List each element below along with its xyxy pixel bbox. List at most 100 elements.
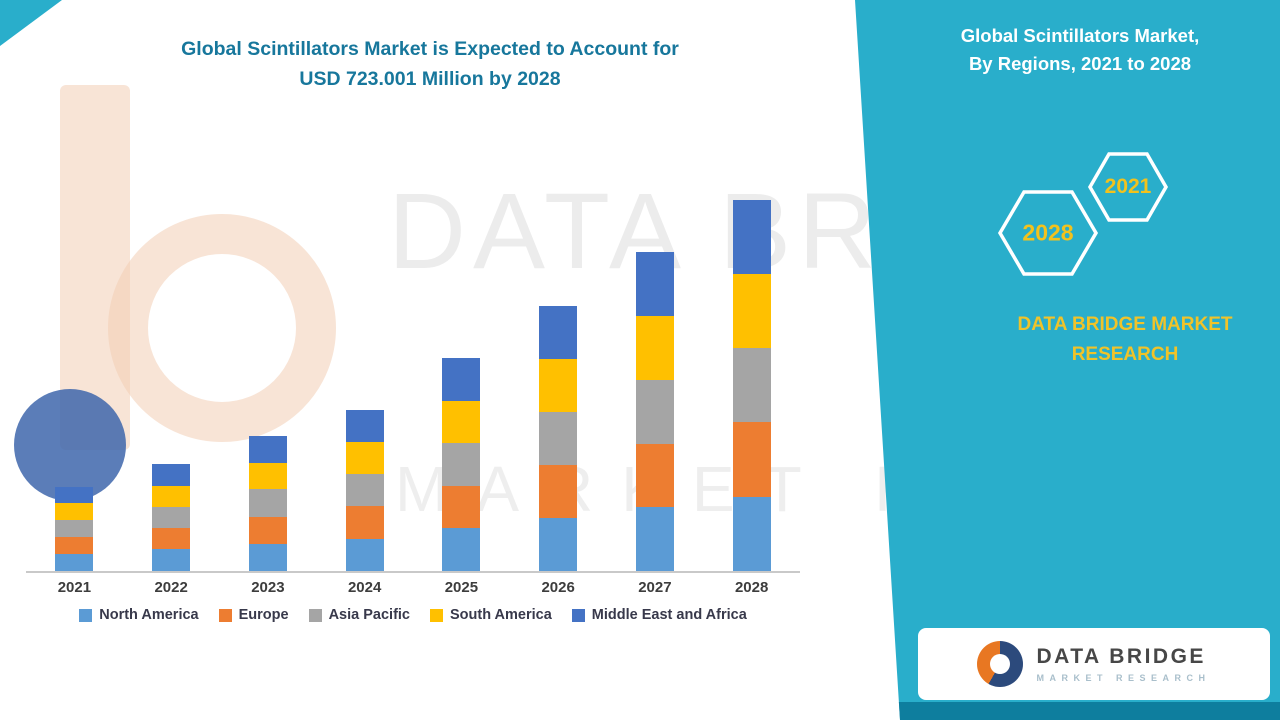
- bar-slot-2028: [703, 199, 800, 571]
- bar-segment: [248, 462, 287, 490]
- bar-segment: [732, 273, 771, 348]
- bar-slot-2026: [510, 305, 607, 571]
- bar-segment: [635, 507, 674, 571]
- bar-segment: [345, 538, 384, 571]
- badge-year-2028: 2028: [1022, 219, 1074, 246]
- page-title-line1: Global Scintillators Market is Expected …: [181, 38, 679, 60]
- bar-segment: [635, 443, 674, 508]
- bar-segment: [539, 518, 578, 571]
- bar-segment: [55, 537, 94, 555]
- bar-segment: [152, 549, 191, 571]
- bar-slot-2021: [26, 487, 123, 571]
- bar-segment: [442, 528, 481, 571]
- legend-swatch: [218, 608, 232, 622]
- bar-2021: [55, 487, 94, 571]
- brand-text-line2: RESEARCH: [1071, 344, 1179, 366]
- bar-segment: [55, 554, 94, 571]
- bar-segment: [152, 527, 191, 550]
- bar-segment: [55, 487, 94, 504]
- legend-label: Europe: [238, 607, 289, 623]
- bar-segment: [55, 503, 94, 521]
- legend-item-asia-pacific: Asia Pacific: [308, 607, 410, 623]
- legend-item-middle-east-and-africa: Middle East and Africa: [571, 607, 747, 623]
- hexagon-2021-outline: [1087, 152, 1169, 222]
- bar-slot-2027: [607, 252, 704, 571]
- corner-accent-triangle: [0, 0, 62, 46]
- bar-segment: [442, 358, 481, 401]
- bar-segment: [635, 252, 674, 317]
- bar-segment: [539, 465, 578, 519]
- bar-segment: [248, 516, 287, 544]
- legend-swatch: [430, 608, 443, 622]
- bar-segment: [248, 489, 287, 517]
- chart-legend: North America Europe Asia Pacific South Ame…: [26, 607, 800, 623]
- bar-segment: [442, 443, 481, 486]
- bar-segment: [539, 411, 578, 466]
- legend-label: Middle East and Africa: [591, 607, 747, 623]
- badge-year-2021: 2021: [1104, 175, 1152, 198]
- bar-segment: [732, 199, 771, 274]
- bar-segment: [635, 316, 674, 380]
- bar-segment: [248, 543, 287, 571]
- logo-hole: [990, 654, 1011, 674]
- bar-segment: [345, 473, 384, 507]
- page-title-line2: USD 723.001 Million by 2028: [299, 68, 561, 91]
- bar-2027: [635, 252, 674, 571]
- bar-segment: [539, 358, 578, 412]
- legend-item-europe: Europe: [218, 607, 289, 623]
- legend-swatch: [571, 608, 585, 622]
- stacked-bar-chart: 2021 2022 2023 2024 2025 2026 2027 2028 North A…: [26, 193, 800, 623]
- bar-segment: [732, 347, 771, 422]
- legend-swatch: [79, 608, 93, 622]
- bar-2022: [152, 464, 191, 571]
- side-panel: Global Scintillators Market, By Regions,…: [855, 0, 1280, 720]
- logo-name: DATA BRIDGE: [1036, 645, 1206, 668]
- logo-text: DATA BRIDGE MARKET RESEARCH: [1036, 645, 1210, 683]
- legend-label: North America: [99, 607, 199, 623]
- panel-heading-line1: Global Scintillators Market,: [960, 25, 1200, 46]
- x-tick-label: 2025: [444, 579, 479, 596]
- bar-slot-2023: [220, 435, 317, 571]
- plot-area: [26, 193, 800, 573]
- x-axis-labels: 2021 2022 2023 2024 2025 2026 2027 2028: [26, 579, 800, 596]
- bar-2024: [345, 409, 384, 571]
- x-tick-label: 2022: [154, 579, 188, 596]
- x-tick-label: 2026: [541, 579, 575, 596]
- legend-item-north-america: North America: [79, 607, 199, 623]
- bar-segment: [152, 485, 191, 507]
- legend-label: Asia Pacific: [328, 607, 410, 623]
- bar-segment: [442, 485, 481, 529]
- bar-segment: [345, 409, 384, 443]
- hexagon-badges: [997, 152, 1169, 276]
- x-tick-label: 2023: [251, 579, 285, 596]
- x-tick-label: 2021: [57, 579, 92, 596]
- data-bridge-logo-icon: [977, 641, 1024, 687]
- panel-heading: Global Scintillators Market, By Regions,…: [900, 22, 1260, 78]
- bar-segment: [345, 506, 384, 539]
- x-tick-label: 2027: [638, 579, 672, 596]
- bar-segment: [732, 422, 771, 497]
- bar-segment: [732, 496, 771, 571]
- x-tick-label: 2028: [734, 579, 769, 596]
- bar-segment: [152, 506, 191, 528]
- logo-tagline: MARKET RESEARCH: [1036, 673, 1211, 683]
- bar-slot-2024: [316, 409, 413, 571]
- brand-text-line1: DATA BRIDGE MARKET: [1017, 314, 1233, 335]
- bar-slot-2025: [413, 358, 510, 571]
- bar-segment: [248, 435, 287, 463]
- page-title: Global Scintillators Market is Expected …: [60, 34, 800, 94]
- legend-item-south-america: South America: [430, 607, 552, 623]
- bar-2026: [539, 305, 578, 571]
- bar-segment: [442, 400, 481, 444]
- bottom-strip: [855, 702, 1280, 720]
- bar-segment: [539, 305, 578, 359]
- bar-2025: [442, 358, 481, 571]
- bar-slot-2022: [123, 464, 220, 571]
- bar-segment: [635, 379, 674, 444]
- bar-2028: [732, 199, 771, 571]
- hexagon-2028-outline: [997, 190, 1099, 276]
- panel-heading-line2: By Regions, 2021 to 2028: [968, 52, 1192, 74]
- bar-segment: [152, 464, 191, 486]
- bar-segment: [345, 442, 384, 474]
